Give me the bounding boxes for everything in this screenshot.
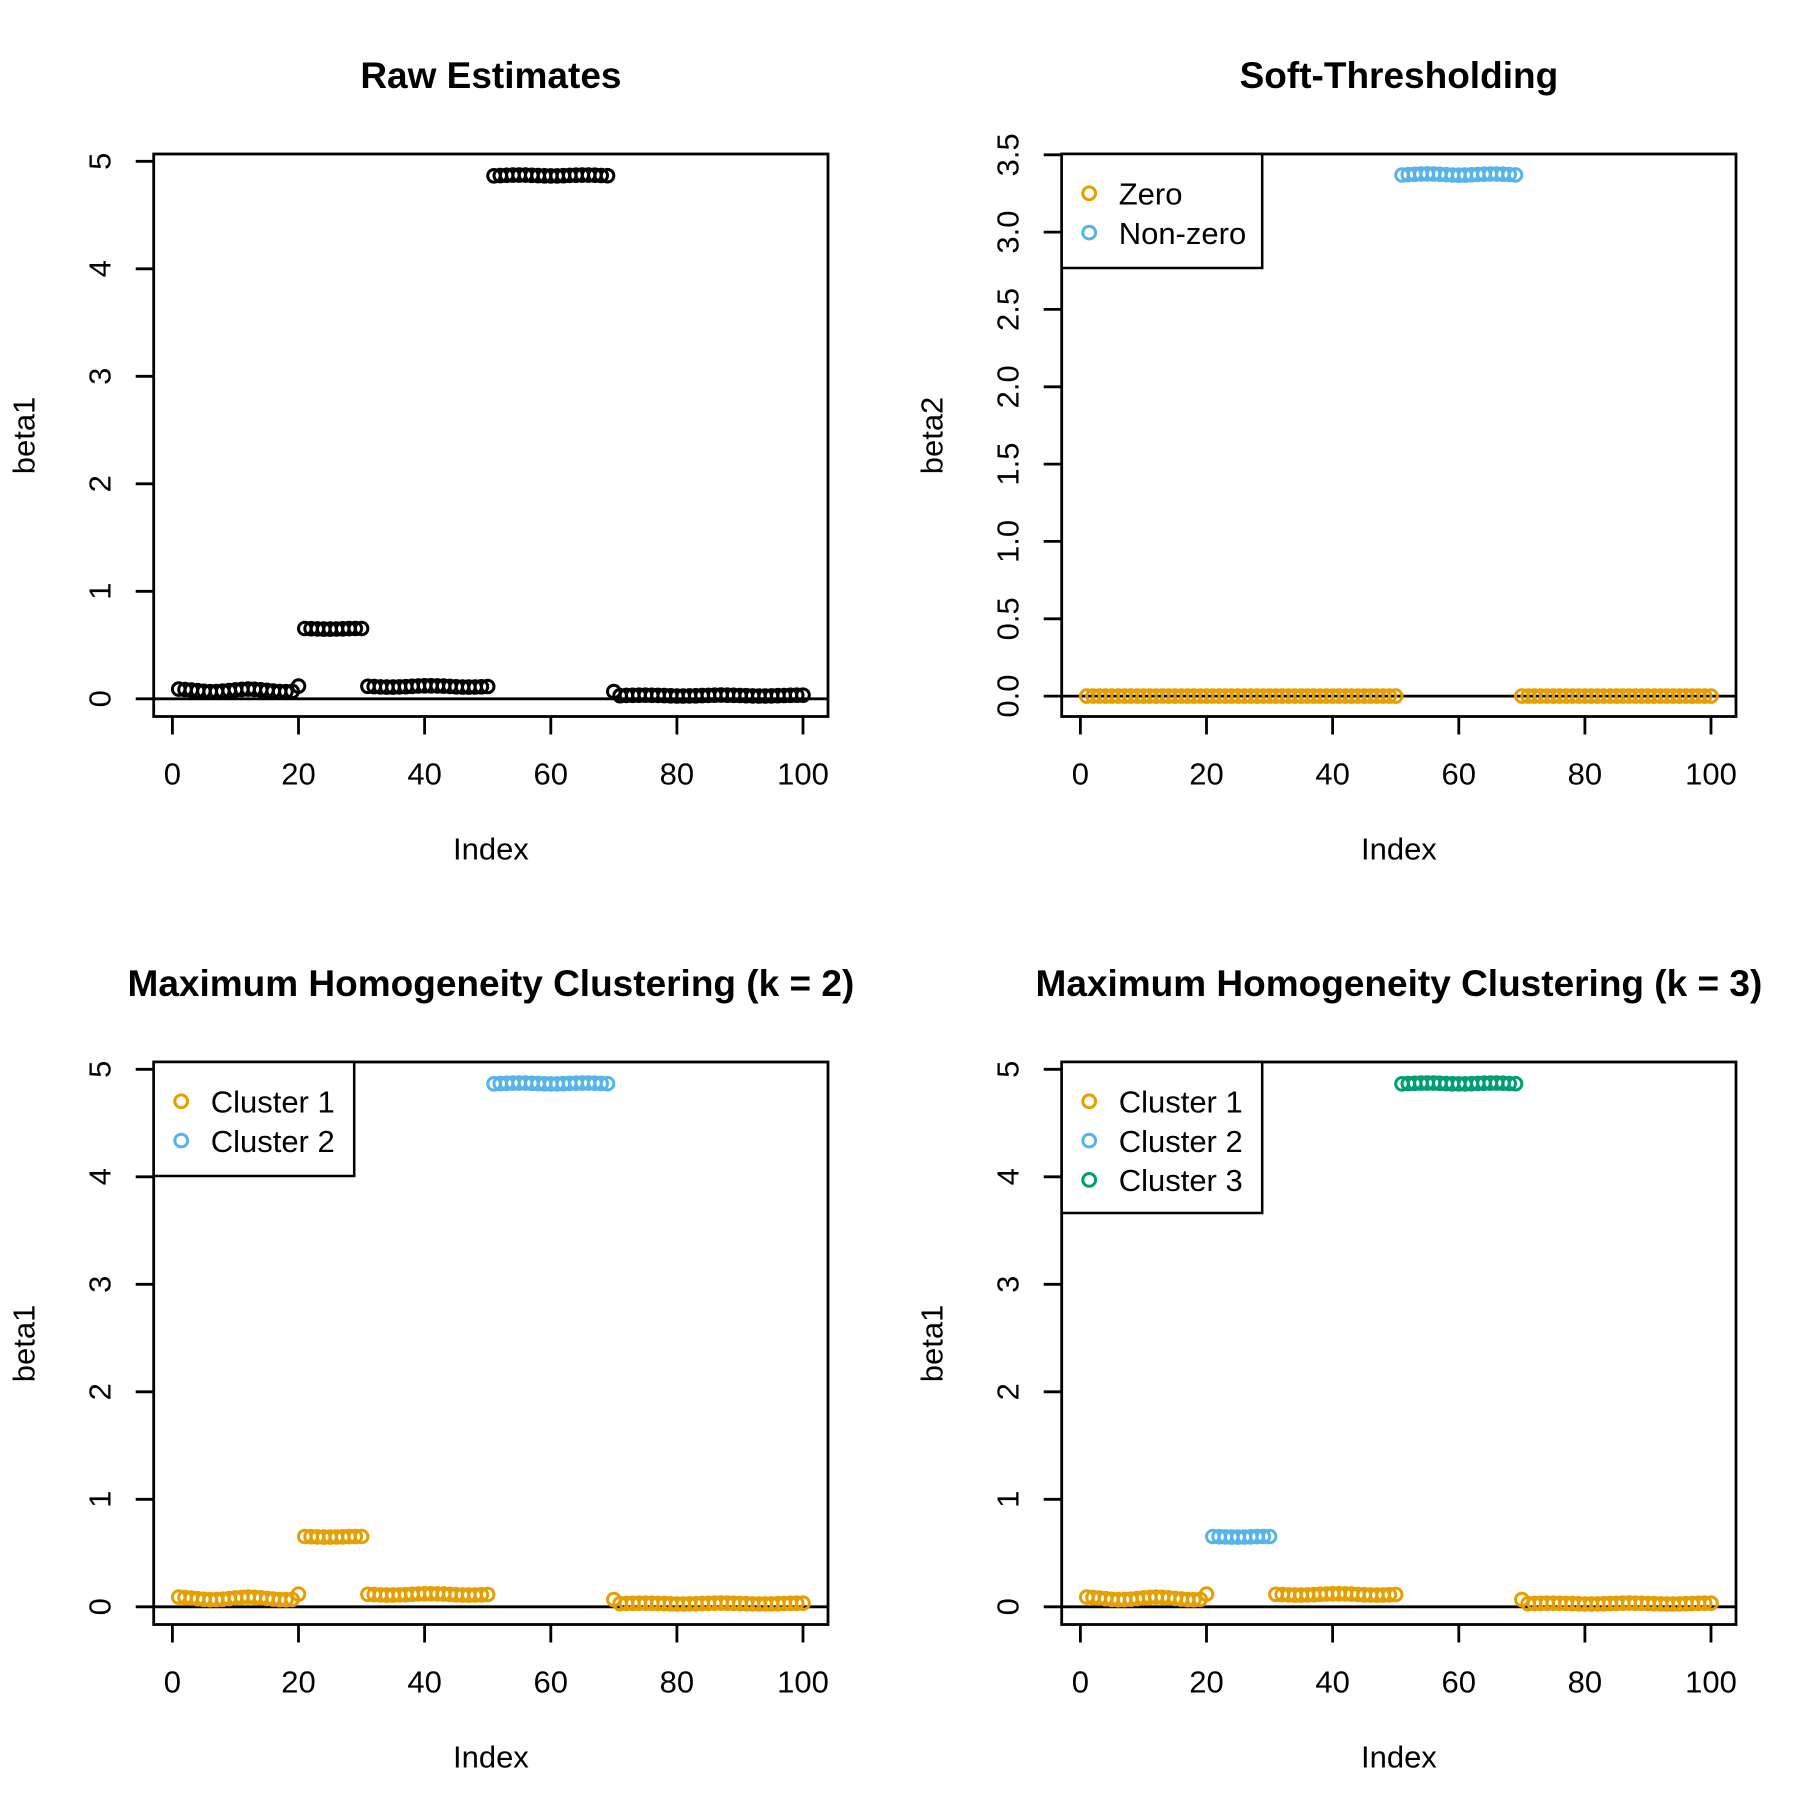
svg-text:Index: Index [1361,831,1437,866]
svg-text:2.0: 2.0 [990,365,1025,408]
svg-text:80: 80 [1568,1664,1602,1699]
svg-text:40: 40 [1315,756,1349,791]
svg-text:beta1: beta1 [915,1305,950,1383]
svg-text:60: 60 [534,1664,568,1699]
svg-text:100: 100 [1685,756,1737,791]
svg-text:3.5: 3.5 [990,133,1025,176]
svg-text:80: 80 [660,756,694,791]
svg-text:60: 60 [1442,1664,1476,1699]
svg-text:3: 3 [82,368,117,385]
svg-text:100: 100 [1685,1664,1737,1699]
svg-text:1.5: 1.5 [990,443,1025,486]
svg-text:Cluster 2: Cluster 2 [211,1124,335,1159]
svg-text:3: 3 [990,1276,1025,1293]
svg-text:20: 20 [281,756,315,791]
svg-text:100: 100 [777,1664,829,1699]
svg-text:beta1: beta1 [7,1305,42,1383]
svg-text:2: 2 [990,1383,1025,1400]
svg-text:beta2: beta2 [915,397,950,475]
svg-text:Maximum Homogeneity Clustering: Maximum Homogeneity Clustering (k = 2) [128,963,855,1004]
svg-text:Cluster 1: Cluster 1 [1119,1085,1243,1120]
svg-text:0: 0 [990,1598,1025,1615]
svg-text:20: 20 [1189,1664,1223,1699]
svg-text:1: 1 [82,583,117,600]
svg-text:0: 0 [164,756,181,791]
svg-text:2.5: 2.5 [990,288,1025,331]
svg-text:4: 4 [82,1168,117,1185]
svg-text:Maximum Homogeneity Clustering: Maximum Homogeneity Clustering (k = 3) [1036,963,1763,1004]
svg-text:Zero: Zero [1119,177,1183,212]
svg-text:3: 3 [82,1276,117,1293]
svg-text:Cluster 2: Cluster 2 [1119,1124,1243,1159]
svg-text:Index: Index [453,1739,529,1774]
svg-text:0: 0 [82,690,117,707]
svg-text:5: 5 [990,1061,1025,1078]
svg-text:0.5: 0.5 [990,597,1025,640]
svg-text:1.0: 1.0 [990,520,1025,563]
svg-text:0.0: 0.0 [990,675,1025,718]
svg-text:5: 5 [82,153,117,170]
svg-text:2: 2 [82,475,117,492]
svg-text:0: 0 [1072,1664,1089,1699]
svg-text:beta1: beta1 [7,397,42,475]
svg-text:1: 1 [990,1491,1025,1508]
svg-text:Soft-Thresholding: Soft-Thresholding [1240,55,1559,96]
svg-text:3.0: 3.0 [990,211,1025,254]
svg-text:20: 20 [1189,756,1223,791]
svg-text:100: 100 [777,756,829,791]
svg-text:5: 5 [82,1061,117,1078]
svg-text:Raw Estimates: Raw Estimates [360,55,621,96]
svg-text:2: 2 [82,1383,117,1400]
svg-text:4: 4 [82,260,117,277]
svg-text:0: 0 [82,1598,117,1615]
svg-text:80: 80 [660,1664,694,1699]
svg-text:60: 60 [1442,756,1476,791]
svg-text:0: 0 [1072,756,1089,791]
svg-text:Index: Index [453,831,529,866]
svg-text:Index: Index [1361,1739,1437,1774]
svg-text:20: 20 [281,1664,315,1699]
svg-text:40: 40 [407,756,441,791]
svg-text:Cluster 3: Cluster 3 [1119,1163,1243,1198]
svg-text:60: 60 [534,756,568,791]
svg-text:40: 40 [407,1664,441,1699]
svg-text:80: 80 [1568,756,1602,791]
svg-text:Cluster 1: Cluster 1 [211,1085,335,1120]
svg-text:0: 0 [164,1664,181,1699]
svg-text:40: 40 [1315,1664,1349,1699]
svg-text:4: 4 [990,1168,1025,1185]
svg-text:Non-zero: Non-zero [1119,216,1247,251]
svg-text:1: 1 [82,1491,117,1508]
